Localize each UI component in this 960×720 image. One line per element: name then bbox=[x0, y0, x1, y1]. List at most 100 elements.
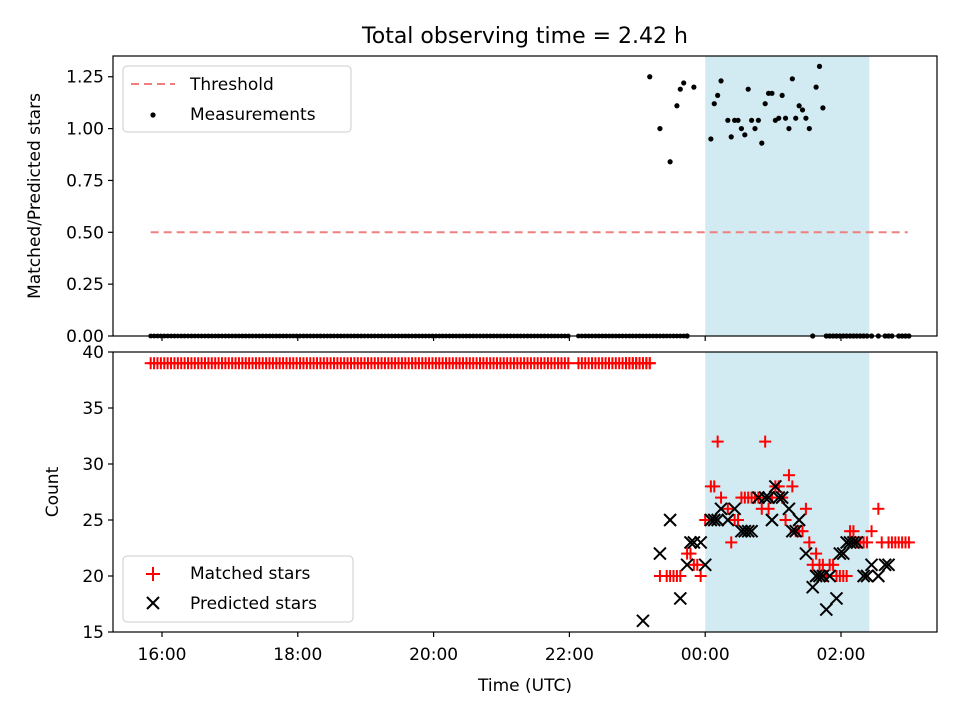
predicted-stars-points bbox=[636, 479, 896, 628]
matched-star-point bbox=[562, 357, 575, 370]
y-tick-label: 40 bbox=[82, 343, 104, 363]
predicted-star-point bbox=[680, 558, 694, 572]
predicted-star-point bbox=[819, 602, 833, 617]
matched-star-point bbox=[684, 547, 697, 560]
bottom-axes-frame bbox=[112, 351, 938, 633]
y-tick-label: 0.00 bbox=[66, 327, 104, 347]
predicted-star-point bbox=[653, 546, 667, 561]
predicted-star-point bbox=[765, 513, 779, 527]
matched-star-point bbox=[694, 570, 707, 582]
predicted-star-point bbox=[822, 569, 837, 583]
predicted-star-point bbox=[864, 558, 879, 572]
measurement-point bbox=[691, 84, 697, 90]
x-tick-label: 16:00 bbox=[138, 645, 187, 665]
legend-matched-swatch bbox=[146, 567, 160, 581]
predicted-star-point bbox=[727, 502, 742, 516]
matched-star-point bbox=[847, 525, 860, 538]
measurement-point bbox=[803, 115, 809, 121]
legend-threshold-label: Threshold bbox=[189, 75, 274, 95]
matched-star-point bbox=[799, 502, 812, 515]
predicted-star-point bbox=[871, 569, 886, 583]
predicted-star-point bbox=[663, 513, 677, 527]
top-legend: Threshold Measurements bbox=[122, 65, 352, 133]
measurement-point bbox=[796, 103, 802, 109]
measurement-point bbox=[779, 92, 785, 99]
bottom-y-ticks: 15 20 25 30 35 40 bbox=[82, 343, 113, 643]
predicted-star-point bbox=[856, 569, 871, 583]
measurement-point bbox=[748, 117, 755, 123]
legend-predicted-swatch bbox=[146, 596, 160, 610]
legend-predicted-label: Predicted stars bbox=[190, 594, 317, 614]
measurement-point bbox=[718, 78, 724, 84]
y-tick-label: 1.00 bbox=[66, 120, 104, 140]
measurement-point bbox=[813, 84, 819, 90]
measurement-point bbox=[677, 86, 683, 92]
y-tick-label: 0.50 bbox=[66, 223, 104, 243]
predicted-star-point bbox=[833, 546, 847, 561]
x-tick-label: 18:00 bbox=[273, 645, 322, 665]
measurement-point bbox=[782, 115, 789, 121]
predicted-star-point bbox=[850, 535, 864, 550]
matched-star-point bbox=[779, 514, 792, 526]
measurement-point bbox=[657, 125, 663, 132]
measurement-point bbox=[745, 86, 751, 92]
matched-star-point bbox=[759, 435, 772, 448]
matched-stars-points bbox=[144, 357, 915, 582]
measurement-point bbox=[762, 101, 768, 107]
measurement-point bbox=[735, 117, 741, 123]
predicted-star-point bbox=[799, 546, 813, 561]
measurement-point bbox=[759, 140, 765, 146]
predicted-star-point bbox=[698, 558, 712, 572]
matched-star-point bbox=[861, 536, 874, 549]
top-x-tick-marks bbox=[161, 336, 842, 341]
measurement-point bbox=[708, 136, 714, 142]
y-tick-label: 25 bbox=[82, 511, 104, 531]
matched-star-point bbox=[699, 514, 712, 526]
predicted-star-point bbox=[775, 490, 789, 505]
matched-star-point bbox=[711, 435, 724, 448]
legend-measurements-label: Measurements bbox=[190, 105, 316, 125]
measurement-point bbox=[776, 115, 782, 121]
matched-star-point bbox=[865, 525, 878, 538]
predicted-star-point bbox=[693, 535, 708, 550]
predicted-star-point bbox=[846, 535, 861, 550]
bottom-legend-box bbox=[122, 555, 354, 623]
matched-star-point bbox=[762, 502, 775, 515]
predicted-star-point bbox=[789, 524, 803, 538]
measurement-point bbox=[674, 103, 680, 109]
measurement-point bbox=[755, 117, 761, 123]
predicted-star-point bbox=[792, 513, 806, 527]
predicted-star-point bbox=[761, 490, 776, 505]
predicted-star-point bbox=[636, 614, 650, 628]
top-panel: 0.00 0.25 0.50 0.75 1.00 1.25 Matched/Predict… bbox=[25, 55, 938, 347]
bottom-y-axis-label: Count bbox=[43, 466, 63, 517]
predicted-star-point bbox=[741, 524, 755, 538]
predicted-star-point bbox=[785, 524, 800, 538]
measurement-point bbox=[742, 132, 748, 138]
top-highlight-span bbox=[705, 56, 870, 336]
y-tick-label: 1.25 bbox=[66, 68, 104, 88]
chart-title: Total observing time = 2.42 h bbox=[361, 24, 688, 49]
legend-measurements-swatch bbox=[150, 112, 156, 118]
measurement-point bbox=[789, 76, 795, 82]
matched-star-point bbox=[796, 525, 809, 538]
matched-star-point bbox=[725, 536, 738, 549]
predicted-star-point bbox=[806, 580, 820, 594]
measurement-point bbox=[647, 74, 653, 80]
matched-star-point bbox=[732, 514, 745, 526]
predicted-star-point bbox=[836, 546, 850, 561]
predicted-star-point bbox=[782, 502, 796, 516]
bottom-panel: 15 20 25 30 35 40 16:00 18:00 20:00 22:00 00:00 02… bbox=[43, 343, 938, 696]
measurement-point bbox=[667, 159, 673, 165]
matched-star-point bbox=[643, 357, 656, 370]
matched-star-point bbox=[782, 469, 795, 482]
matched-star-point bbox=[674, 570, 687, 582]
predicted-star-point bbox=[710, 513, 725, 527]
matched-star-point bbox=[708, 480, 721, 493]
top-legend-box bbox=[122, 65, 352, 133]
predicted-star-point bbox=[714, 502, 728, 516]
measurement-point bbox=[752, 125, 758, 132]
predicted-star-point bbox=[860, 569, 874, 583]
measurement-point bbox=[816, 63, 823, 69]
